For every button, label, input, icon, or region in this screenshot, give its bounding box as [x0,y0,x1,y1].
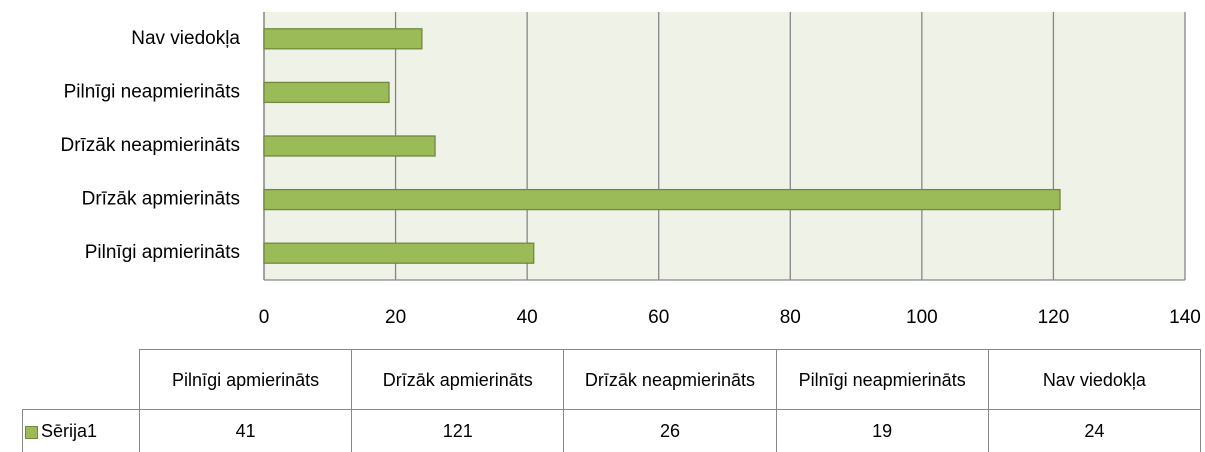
x-tick-label: 100 [906,307,938,328]
table-header-row: Pilnīgi apmierināts Drīzāk apmierināts Drī… [22,349,1201,410]
bar [263,188,1061,211]
table-header-cell: Pilnīgi apmierināts [138,349,353,410]
y-tick-label: Drīzāk neapmierināts [60,135,240,156]
x-tick-label: 20 [385,307,406,328]
y-tick-label: Nav viedokļa [131,28,240,49]
bar [263,28,423,50]
table-header-cell: Drīzāk apmierināts [351,349,565,410]
table-header-text: Drīzāk apmierināts [382,369,533,390]
table-row: Sērija1 41 121 26 19 24 [22,409,1201,452]
x-tick-label: 140 [1169,307,1201,328]
y-tick-label: Drīzāk apmierināts [82,189,240,210]
chart: 0 20 40 60 80 100 120 140 Pilnīgi apmierināts Drī… [60,12,1201,328]
x-tick-label: 0 [259,307,270,328]
table-header-text: Drīzāk neapmierināts [584,369,755,390]
bar [263,81,390,104]
table-header-text: Nav viedokļa [1042,369,1146,390]
data-table: Pilnīgi apmierināts Drīzāk apmierināts Drī… [22,349,1201,452]
y-tick-label: Pilnīgi apmierināts [85,242,240,263]
x-tick-label: 40 [517,307,538,328]
table-header-text: Pilnīgi apmierināts [172,369,320,390]
table-value-cell: 26 [563,409,777,452]
legend-swatch [25,425,38,439]
x-tick-label: 120 [1038,307,1070,328]
legend-cell: Sērija1 [22,409,140,452]
table-header-text: Pilnīgi neapmierināts [798,369,966,390]
table-value-cell: 121 [351,409,565,452]
x-tick-label: 80 [780,307,801,328]
legend-label: Sērija1 [41,421,98,441]
bar [263,242,535,264]
bar [263,135,436,157]
x-tick-label: 60 [648,307,669,328]
table-header-cell: Nav viedokļa [987,349,1201,410]
table-header-cell: Pilnīgi neapmierināts [775,349,989,410]
table-corner [22,349,140,410]
table-header-cell: Drīzāk neapmierināts [563,349,777,410]
table-value-cell: 24 [987,409,1201,452]
y-tick-label: Pilnīgi neapmierināts [64,81,240,102]
table-value-cell: 41 [138,409,353,452]
table-value-cell: 19 [775,409,989,452]
